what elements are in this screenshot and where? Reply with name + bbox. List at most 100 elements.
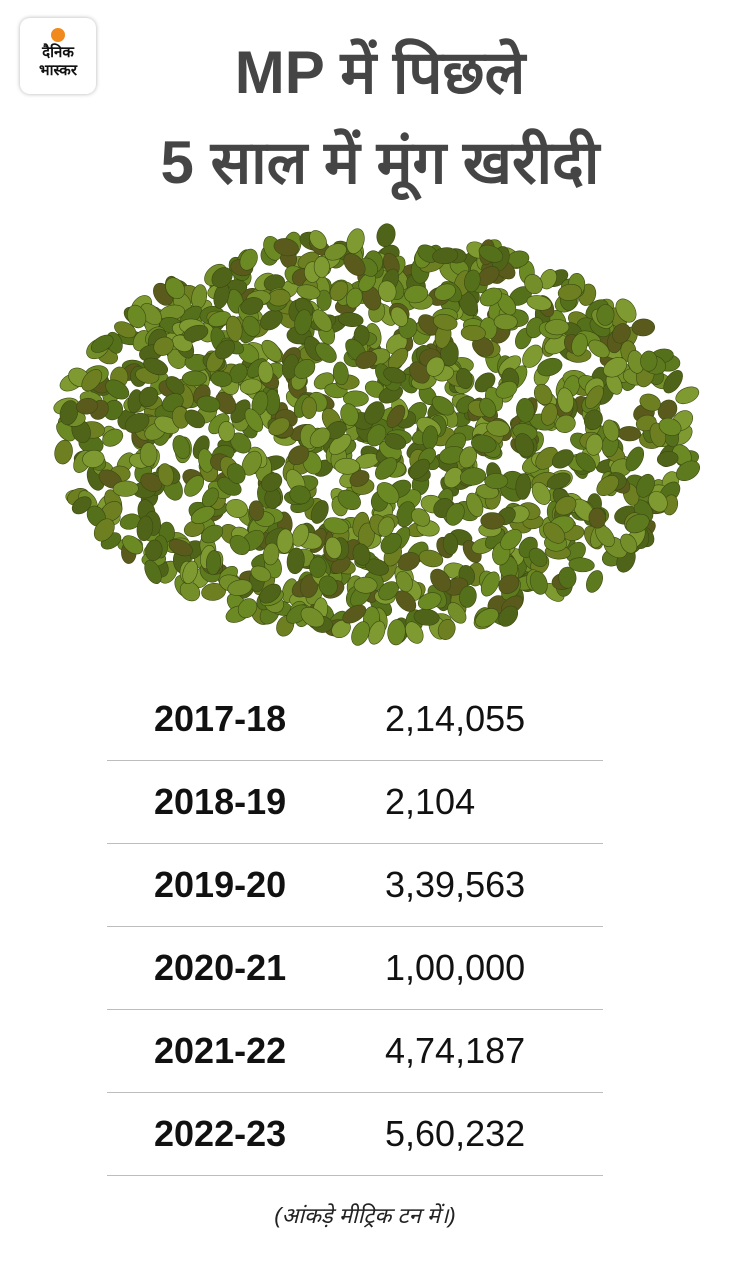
bean — [442, 533, 459, 555]
bean — [201, 487, 219, 508]
bean — [315, 342, 337, 363]
bean — [71, 496, 92, 515]
bean — [244, 408, 264, 432]
bean — [179, 581, 201, 602]
bean — [300, 607, 325, 628]
bean — [387, 619, 406, 646]
year: 2019-20 — [154, 864, 287, 905]
footnote: (आंकड़े मीट्रिक टन में।) — [274, 1203, 456, 1228]
bean — [531, 481, 551, 505]
bean — [229, 535, 250, 555]
logo-text: दैनिक — [42, 44, 74, 61]
bean — [351, 621, 370, 646]
bean — [433, 313, 458, 331]
bean — [288, 445, 310, 466]
bean — [478, 244, 504, 263]
bean — [334, 457, 360, 475]
bean — [455, 368, 473, 390]
bean — [54, 439, 73, 465]
year: 2021-22 — [154, 1030, 287, 1071]
bean — [242, 315, 261, 337]
year: 2022-23 — [154, 1113, 287, 1154]
mung-beans-image — [53, 223, 700, 646]
bean — [544, 319, 570, 336]
bean — [337, 312, 364, 328]
bean — [529, 570, 548, 595]
bean — [631, 318, 655, 337]
bean — [540, 403, 558, 426]
bean — [557, 283, 582, 301]
bean — [205, 550, 222, 576]
bean — [612, 323, 631, 344]
bean — [480, 512, 505, 530]
bean — [332, 361, 349, 386]
bean — [105, 379, 130, 400]
bean — [318, 575, 338, 597]
bean — [273, 238, 299, 257]
title-line: MP में पिछले — [234, 39, 526, 106]
bean — [301, 396, 317, 419]
table-row: 2017-18 2,14,055 — [107, 678, 603, 761]
bean — [426, 356, 445, 377]
bean — [537, 357, 563, 377]
bean — [368, 620, 386, 645]
bean — [675, 386, 700, 405]
bean — [90, 334, 114, 353]
bean — [210, 370, 233, 387]
bean — [479, 287, 503, 307]
bean — [636, 473, 655, 498]
bean — [383, 367, 407, 384]
bean — [366, 424, 387, 447]
bean — [293, 359, 316, 379]
bean — [183, 324, 209, 342]
bean — [157, 463, 174, 487]
quantity: 3,39,563 — [385, 864, 526, 905]
bean — [377, 516, 395, 537]
table-row: 2018-19 2,104 — [107, 761, 603, 844]
table: 2017-18 2,14,055 2018-19 2,104 2019-20 3,39,5… — [107, 678, 603, 1176]
bean — [122, 535, 144, 555]
bean — [218, 421, 235, 442]
bean — [495, 381, 518, 399]
bean — [376, 223, 396, 247]
bean — [432, 247, 459, 265]
bean — [200, 524, 224, 544]
bean — [625, 513, 650, 534]
bean — [208, 311, 232, 327]
bean — [459, 585, 477, 608]
bean — [460, 324, 486, 342]
bean — [145, 539, 163, 561]
bean — [514, 433, 534, 458]
table-row: 2021-22 4,74,187 — [107, 1010, 603, 1093]
bean — [539, 269, 558, 290]
bean — [316, 289, 332, 311]
year: 2017-18 — [154, 698, 287, 739]
bean — [586, 570, 603, 593]
bean — [340, 403, 359, 427]
quantity: 5,60,232 — [385, 1113, 526, 1154]
bean — [276, 528, 294, 554]
bean — [227, 579, 253, 597]
logo-dot — [51, 28, 65, 42]
bean — [241, 450, 262, 476]
bean — [143, 357, 169, 376]
bean — [602, 419, 620, 442]
bean — [386, 404, 406, 429]
bean — [239, 248, 258, 271]
bean — [395, 590, 417, 612]
bean — [640, 350, 658, 372]
bean — [237, 598, 258, 619]
bean — [190, 506, 216, 524]
bean — [291, 523, 309, 547]
bean — [310, 500, 329, 524]
bean — [196, 395, 221, 413]
bean — [165, 277, 186, 300]
bean — [418, 549, 444, 568]
bean — [466, 492, 484, 518]
bean — [124, 412, 150, 434]
bean — [259, 583, 282, 604]
bean — [409, 458, 430, 480]
bean — [571, 333, 588, 357]
title-line: 5 साल में मूंग खरीदी — [160, 129, 600, 196]
bean — [343, 390, 369, 407]
